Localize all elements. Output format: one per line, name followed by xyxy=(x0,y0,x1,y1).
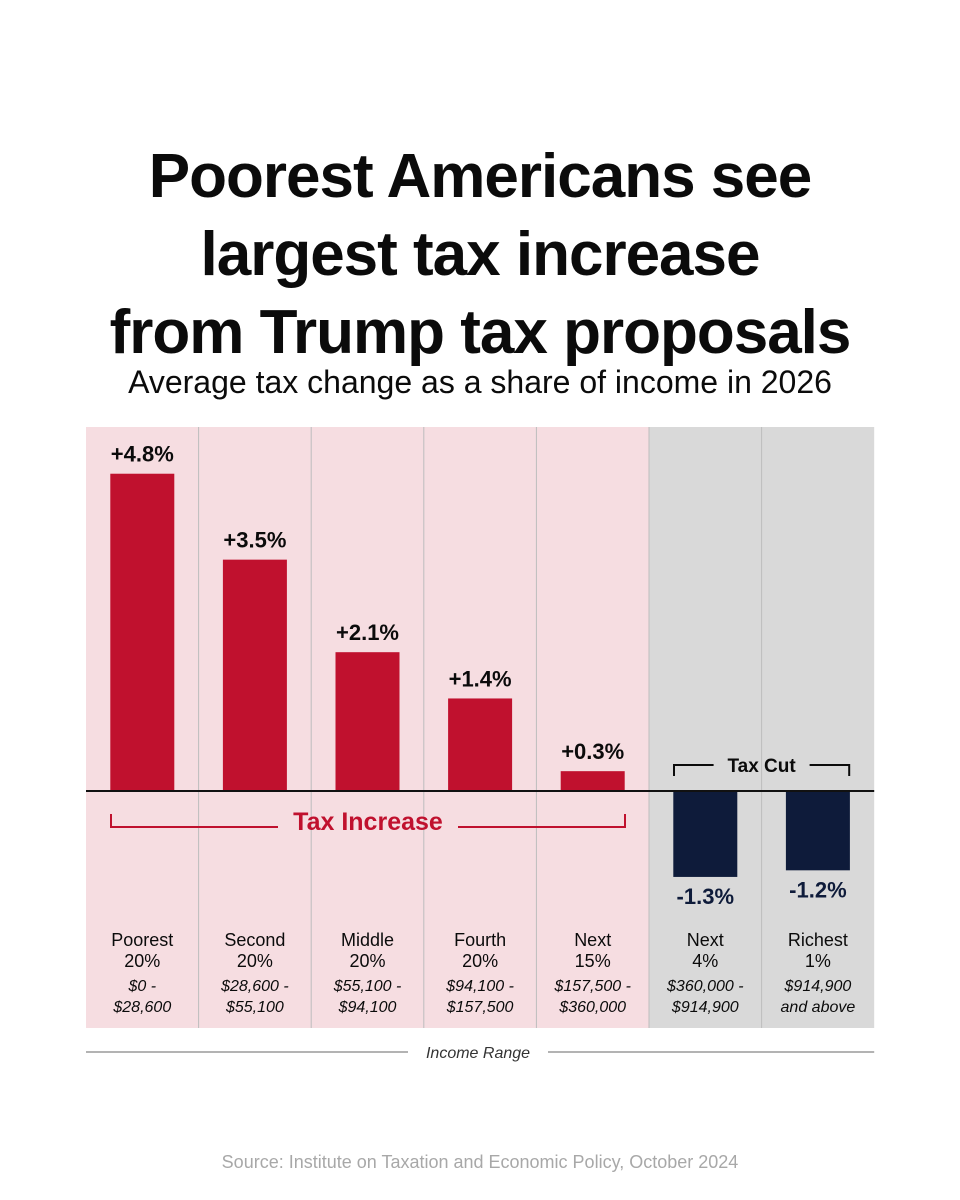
income-range-label: $55,100 xyxy=(225,999,284,1016)
title-line: largest tax increase xyxy=(200,220,760,289)
income-range-label: $157,500 xyxy=(446,999,514,1016)
increase-bracket-right xyxy=(458,814,626,828)
chart-subtitle: Average tax change as a share of income … xyxy=(128,364,832,400)
value-label: +0.3% xyxy=(561,739,624,764)
category-label: 20% xyxy=(124,951,160,971)
category-label: 20% xyxy=(237,951,273,971)
value-label: +1.4% xyxy=(449,666,512,691)
income-range-label: $94,100 - xyxy=(445,978,514,995)
category-label: Next xyxy=(574,930,611,950)
category-label: 20% xyxy=(349,951,385,971)
category-label: 20% xyxy=(462,951,498,971)
bar xyxy=(560,771,625,791)
income-range-label: $360,000 xyxy=(558,999,626,1016)
category-label: Next xyxy=(687,930,724,950)
cut-bracket-left xyxy=(673,764,714,776)
bar xyxy=(785,791,850,871)
income-range-label: $55,100 - xyxy=(333,978,402,995)
category-label: Poorest xyxy=(111,930,173,950)
category-label: Fourth xyxy=(454,930,506,950)
value-label: +4.8% xyxy=(111,442,174,467)
cut-bracket-right xyxy=(809,764,851,776)
category-label: Middle xyxy=(341,930,394,950)
income-range-label: $28,600 xyxy=(112,999,171,1016)
income-range-label: $360,000 - xyxy=(666,978,744,995)
bar xyxy=(448,698,513,791)
increase-bracket-left xyxy=(110,814,278,828)
income-range-label: $94,100 xyxy=(338,999,397,1016)
chart-title: Poorest Americans see largest tax increa… xyxy=(0,138,960,372)
value-label: -1.3% xyxy=(677,884,734,909)
income-range-label: $0 - xyxy=(128,978,157,995)
source-note: Source: Institute on Taxation and Econom… xyxy=(221,1152,739,1172)
x-axis-label: Income Range xyxy=(426,1045,530,1062)
income-range-label: $914,900 xyxy=(784,978,852,995)
group-label-increase: Tax Increase xyxy=(293,808,443,836)
group-label-cut: Tax Cut xyxy=(727,756,796,777)
category-label: Second xyxy=(224,930,285,950)
title-line: Poorest Americans see xyxy=(148,142,812,211)
value-label: +3.5% xyxy=(223,528,286,553)
bar xyxy=(335,652,400,791)
category-label: 1% xyxy=(805,951,831,971)
income-range-label: $28,600 - xyxy=(220,978,289,995)
title-line: from Trump tax proposals xyxy=(109,298,852,367)
bar xyxy=(110,473,175,791)
income-range-label: and above xyxy=(781,999,856,1016)
category-label: Richest xyxy=(788,930,848,950)
bar xyxy=(673,791,738,877)
category-label: 4% xyxy=(692,951,718,971)
value-label: -1.2% xyxy=(789,877,846,902)
income-range-label: $157,500 - xyxy=(553,978,631,995)
value-label: +2.1% xyxy=(336,620,399,645)
bar xyxy=(222,559,287,791)
income-range-label: $914,900 xyxy=(671,999,739,1016)
category-label: 15% xyxy=(575,951,611,971)
